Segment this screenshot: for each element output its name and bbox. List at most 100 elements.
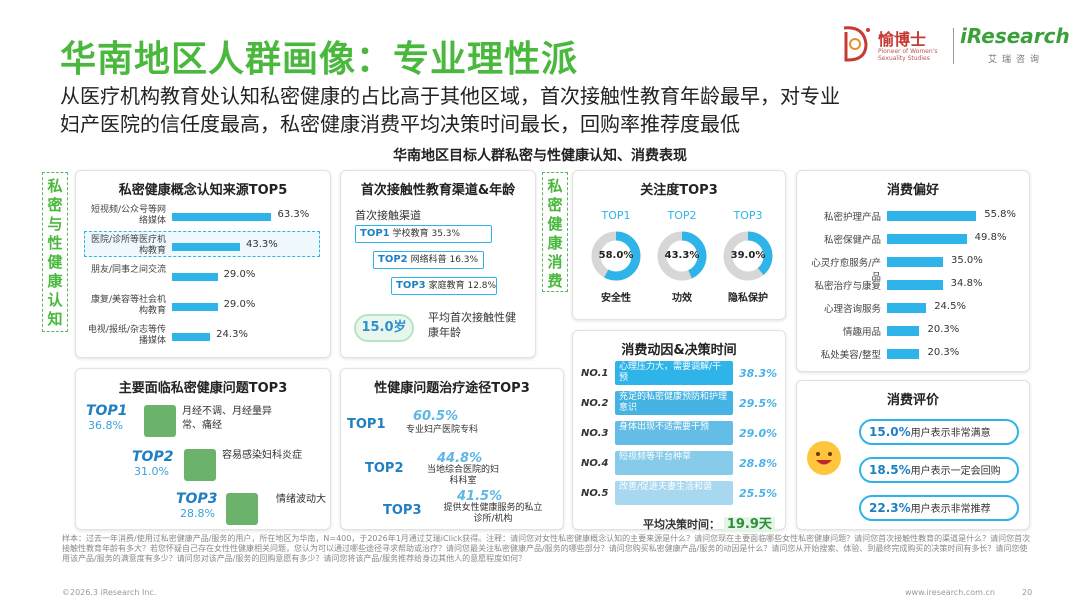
awareness-bar (172, 243, 241, 251)
mood-icon (226, 493, 258, 525)
preference-category: 心理咨询服务 (823, 304, 881, 315)
donut-category: 功效 (672, 293, 692, 304)
problems-panel: 主要面临私密健康问题TOP3 TOP1 36.8% 月经不调、月经量异常、痛经 … (75, 368, 331, 530)
preference-category: 心灵疗愈服务/产品 (811, 258, 881, 283)
eval-pct: 15.0% (869, 425, 911, 439)
smile-face-icon (807, 441, 841, 475)
preference-value: 34.8% (950, 278, 983, 289)
preference-bar (887, 211, 977, 221)
page-title: 华南地区人群画像：专业理性派 (60, 39, 579, 80)
preference-bar (887, 303, 927, 313)
preference-value: 20.3% (927, 324, 960, 335)
awareness-category: 电视/报纸/杂志等传播媒体 (87, 325, 166, 346)
awareness-row: 短视频/公众号等网络媒体 63.3% (86, 205, 326, 229)
panel-title: 消费动因&决策时间 (621, 343, 737, 358)
awareness-bar (172, 303, 218, 311)
panel-title: 关注度TOP3 (640, 183, 718, 198)
preference-bar (887, 257, 943, 267)
preference-category: 私密治疗与康复 (814, 281, 881, 292)
problem-text-3: 情绪波动大 (276, 494, 326, 505)
problem-pct-2: 31.0% (134, 465, 169, 478)
footnote: 样本：过去一年消费/使用过私密健康产品/服务的用户，所在地区为华南，N=400，… (62, 534, 1031, 563)
website-link[interactable]: www.iresearch.com.cn (905, 588, 995, 597)
donut-slice (591, 231, 641, 281)
problem-rank-1: TOP1 (86, 403, 128, 419)
motivation-rank: NO.1 (581, 368, 609, 379)
channel-item: TOP1 学校教育 35.3% (355, 225, 493, 243)
motivation-value: 38.3% (739, 367, 778, 380)
preference-row: 私密保健产品 49.8% (803, 230, 1025, 248)
eval-row-recommend: 22.3%用户表示非常推荐 (859, 495, 1019, 521)
motivation-panel: 消费动因&决策时间 NO.1 心理压力大，需要调解/干预 38.3% NO.2 充足的私… (572, 330, 786, 532)
treatment-pct-2: 44.8% (437, 451, 483, 466)
problem-text-1: 月经不调、月经量异常、痛经 (182, 406, 272, 431)
motivation-value: 29.5% (739, 397, 778, 410)
preference-value: 35.0% (951, 255, 983, 266)
awareness-row: 朋友/同事之间交流 29.0% (86, 265, 326, 289)
logo-brand-en: Pioneer of Women's Sexuality Studies (878, 48, 938, 62)
eval-text: 用户表示非常满意 (910, 428, 991, 439)
treatment-text-1: 专业妇产医院专科 (405, 425, 478, 435)
problem-pct-1: 36.8% (88, 419, 123, 432)
copyright: ©2026.3 iResearch Inc. (62, 588, 157, 597)
highlight-box (84, 231, 320, 257)
page-number: 20 (1022, 588, 1033, 597)
donut-value: 43.3% (664, 250, 700, 261)
donut-chart (723, 231, 773, 281)
preference-category: 情趣用品 (842, 327, 881, 338)
channel-rank: TOP1 (360, 228, 390, 239)
problem-text-2: 容易感染妇科炎症 (222, 450, 302, 461)
evaluation-panel: 消费评价 15.0%用户表示非常满意 18.5%用户表示一定会回购 22.3%用… (796, 380, 1030, 530)
logo-partner: iResearch (960, 24, 1070, 48)
motivation-rank: NO.2 (581, 398, 609, 409)
section-title: 华南地区目标人群私密与性健康认知、消费表现 (393, 148, 687, 164)
donut-slice (657, 231, 707, 281)
avg-decision-value: 19.9天 (723, 517, 775, 532)
donut-category: 隐私保护 (728, 293, 768, 304)
preference-row: 私密护理产品 55.8% (803, 207, 1025, 225)
channel-subtitle: 首次接触渠道 (355, 209, 421, 222)
motivation-rank: NO.5 (581, 488, 609, 499)
channel-label: 网络科普 16.3% (410, 255, 479, 265)
awareness-row: 康复/美容等社会机构教育 29.0% (86, 295, 326, 319)
donut-rank: TOP1 (601, 209, 631, 222)
awareness-bar (172, 213, 272, 221)
awareness-sources-panel: 私密健康概念认知来源TOP5 短视频/公众号等网络媒体 63.3% 医院/诊所等医疗… (75, 170, 331, 358)
treatment-text-3: 提供女性健康服务的私立诊所/机构 (443, 503, 543, 524)
preference-category: 私密护理产品 (823, 212, 881, 223)
motivation-value: 29.0% (739, 427, 778, 440)
channel-label: 学校教育 35.3% (392, 229, 461, 239)
channel-item: TOP3 家庭教育 12.8% (391, 277, 497, 295)
awareness-category: 医院/诊所等医疗机构教育 (90, 235, 166, 256)
preference-row: 心理咨询服务 24.5% (803, 299, 1025, 317)
motivation-value: 28.8% (739, 457, 778, 470)
panel-title: 性健康问题治疗途径TOP3 (374, 381, 530, 396)
preference-panel: 消费偏好 私密护理产品 55.8% 私密保健产品 49.8% 心灵疗愈服务/产品 35.0… (796, 170, 1030, 372)
panel-title: 消费偏好 (886, 183, 939, 198)
donut-chart (657, 231, 707, 281)
treatment-text-2: 当地综合医院的妇科科室 (426, 465, 499, 486)
infection-icon (184, 449, 216, 481)
motivation-bar: 短视频等平台种草 (615, 451, 733, 475)
channel-rank: TOP2 (378, 254, 408, 265)
logo-brand-cn: 愉博士 (878, 30, 927, 49)
awareness-row: 电视/报纸/杂志等传播媒体 24.3% (86, 325, 326, 349)
panel-title: 主要面临私密健康问题TOP3 (118, 381, 288, 396)
treatment-rank-2: TOP2 (365, 461, 404, 476)
awareness-category: 短视频/公众号等网络媒体 (90, 205, 166, 226)
donut-value: 39.0% (730, 250, 766, 261)
eval-pct: 18.5% (869, 463, 911, 477)
preference-bar (887, 280, 943, 290)
treatment-panel: 性健康问题治疗途径TOP3 TOP1 60.5% 专业妇产医院专科 TOP2 4… (340, 368, 564, 530)
logo-divider (953, 28, 954, 64)
preference-value: 55.8% (984, 209, 1017, 220)
attention-panel: 关注度TOP3 TOP1 58.0% 安全性 TOP2 43.3% 功效 TOP3 39.0%… (572, 170, 786, 320)
motivation-bar: 心理压力大，需要调解/干预 (615, 361, 733, 385)
preference-bar (887, 234, 967, 244)
motivation-rank: NO.3 (581, 428, 609, 439)
preference-category: 私密保健产品 (823, 235, 881, 246)
motivation-rank: NO.4 (581, 458, 609, 469)
vertical-label-awareness: 私密与性健康认知 (42, 172, 68, 332)
awareness-bar (172, 333, 211, 341)
avg-age-badge: 15.0岁 (354, 314, 414, 342)
